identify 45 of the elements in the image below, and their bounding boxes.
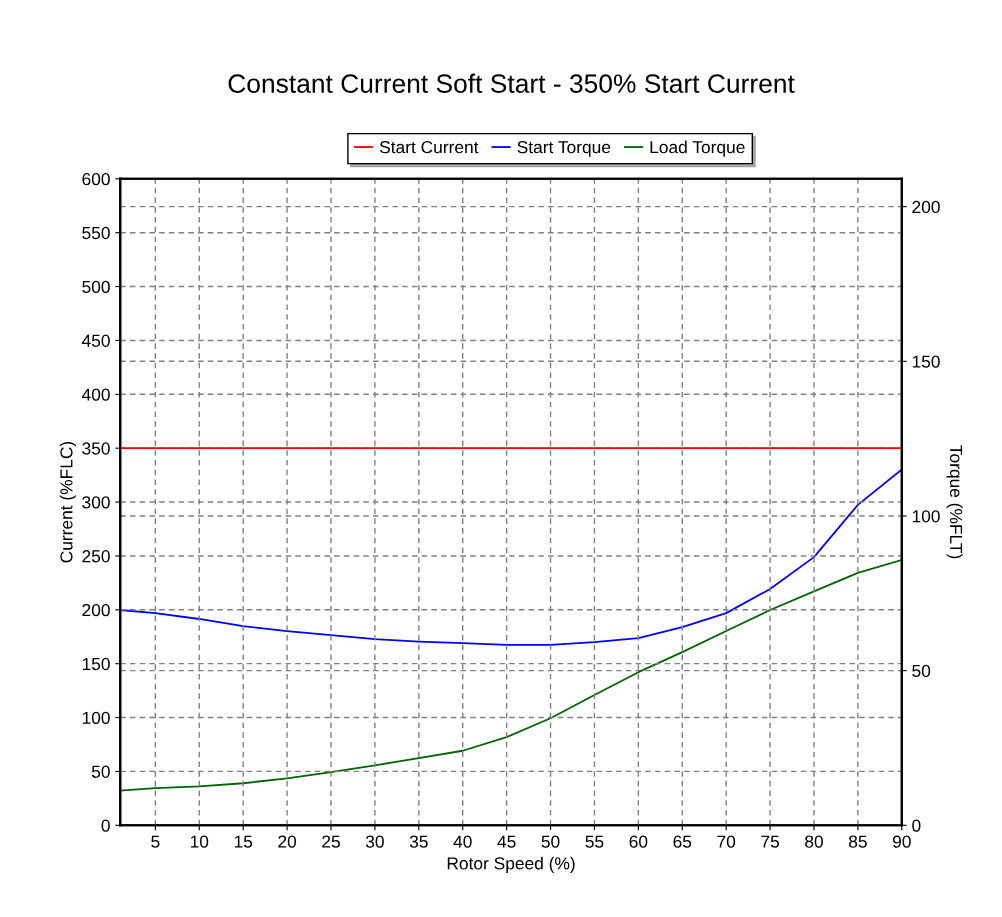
x-tick-label: 75 [761, 835, 779, 848]
x-tick-label: 70 [717, 835, 736, 848]
y-tick-label: 600 [82, 172, 110, 186]
y2-axis-title: Torque (%FLT) [946, 445, 963, 559]
y2-tick-label: 100 [912, 510, 940, 523]
chart-title: Constant Current Soft Start - 350% Start Current [228, 73, 795, 93]
y-axis-title: Current (%FLC) [59, 441, 76, 563]
x-tick-label: 55 [585, 835, 604, 848]
x-tick-label: 80 [805, 835, 823, 848]
x-tick-label: 45 [497, 835, 516, 848]
line-series [120, 558, 902, 792]
line-series [120, 468, 902, 646]
x-tick-label: 30 [365, 835, 384, 848]
y-tick-label: 50 [91, 765, 110, 778]
x-tick-label: 15 [234, 835, 253, 848]
legend-label: Load Torque [650, 140, 745, 157]
x-tick-label: 40 [453, 835, 472, 848]
y-tick-label: 250 [82, 550, 110, 563]
y-tick-label: 150 [82, 657, 110, 671]
x-tick-label: 85 [848, 835, 867, 848]
x-tick-label: 90 [892, 835, 911, 848]
legend-label: Start Current [379, 141, 479, 154]
legend-label: Start Torque [517, 141, 611, 157]
y-tick-label: 450 [81, 334, 110, 347]
y2-tick-label: 200 [912, 200, 940, 214]
x-axis-title: Rotor Speed (%) [447, 856, 575, 873]
y-tick-label: 300 [82, 496, 110, 509]
x-tick-label: 50 [541, 835, 560, 848]
y2-tick-label: 150 [912, 355, 940, 368]
x-tick-label: 10 [190, 835, 209, 848]
y-tick-label: 550 [82, 226, 110, 240]
y2-tick-label: 0 [912, 819, 921, 832]
y-tick-label: 0 [101, 819, 110, 832]
x-tick-label: 60 [629, 835, 648, 848]
x-tick-label: 25 [322, 835, 340, 848]
y-tick-label: 200 [82, 603, 110, 617]
y-tick-label: 350 [82, 442, 110, 455]
y-tick-label: 500 [82, 280, 110, 294]
x-tick-label: 35 [409, 835, 428, 848]
x-tick-label: 20 [278, 835, 297, 848]
x-tick-label: 65 [673, 835, 692, 848]
y-tick-label: 100 [82, 711, 110, 725]
y-tick-label: 400 [81, 388, 110, 401]
y2-tick-label: 50 [912, 664, 931, 678]
x-tick-label: 5 [151, 835, 160, 848]
